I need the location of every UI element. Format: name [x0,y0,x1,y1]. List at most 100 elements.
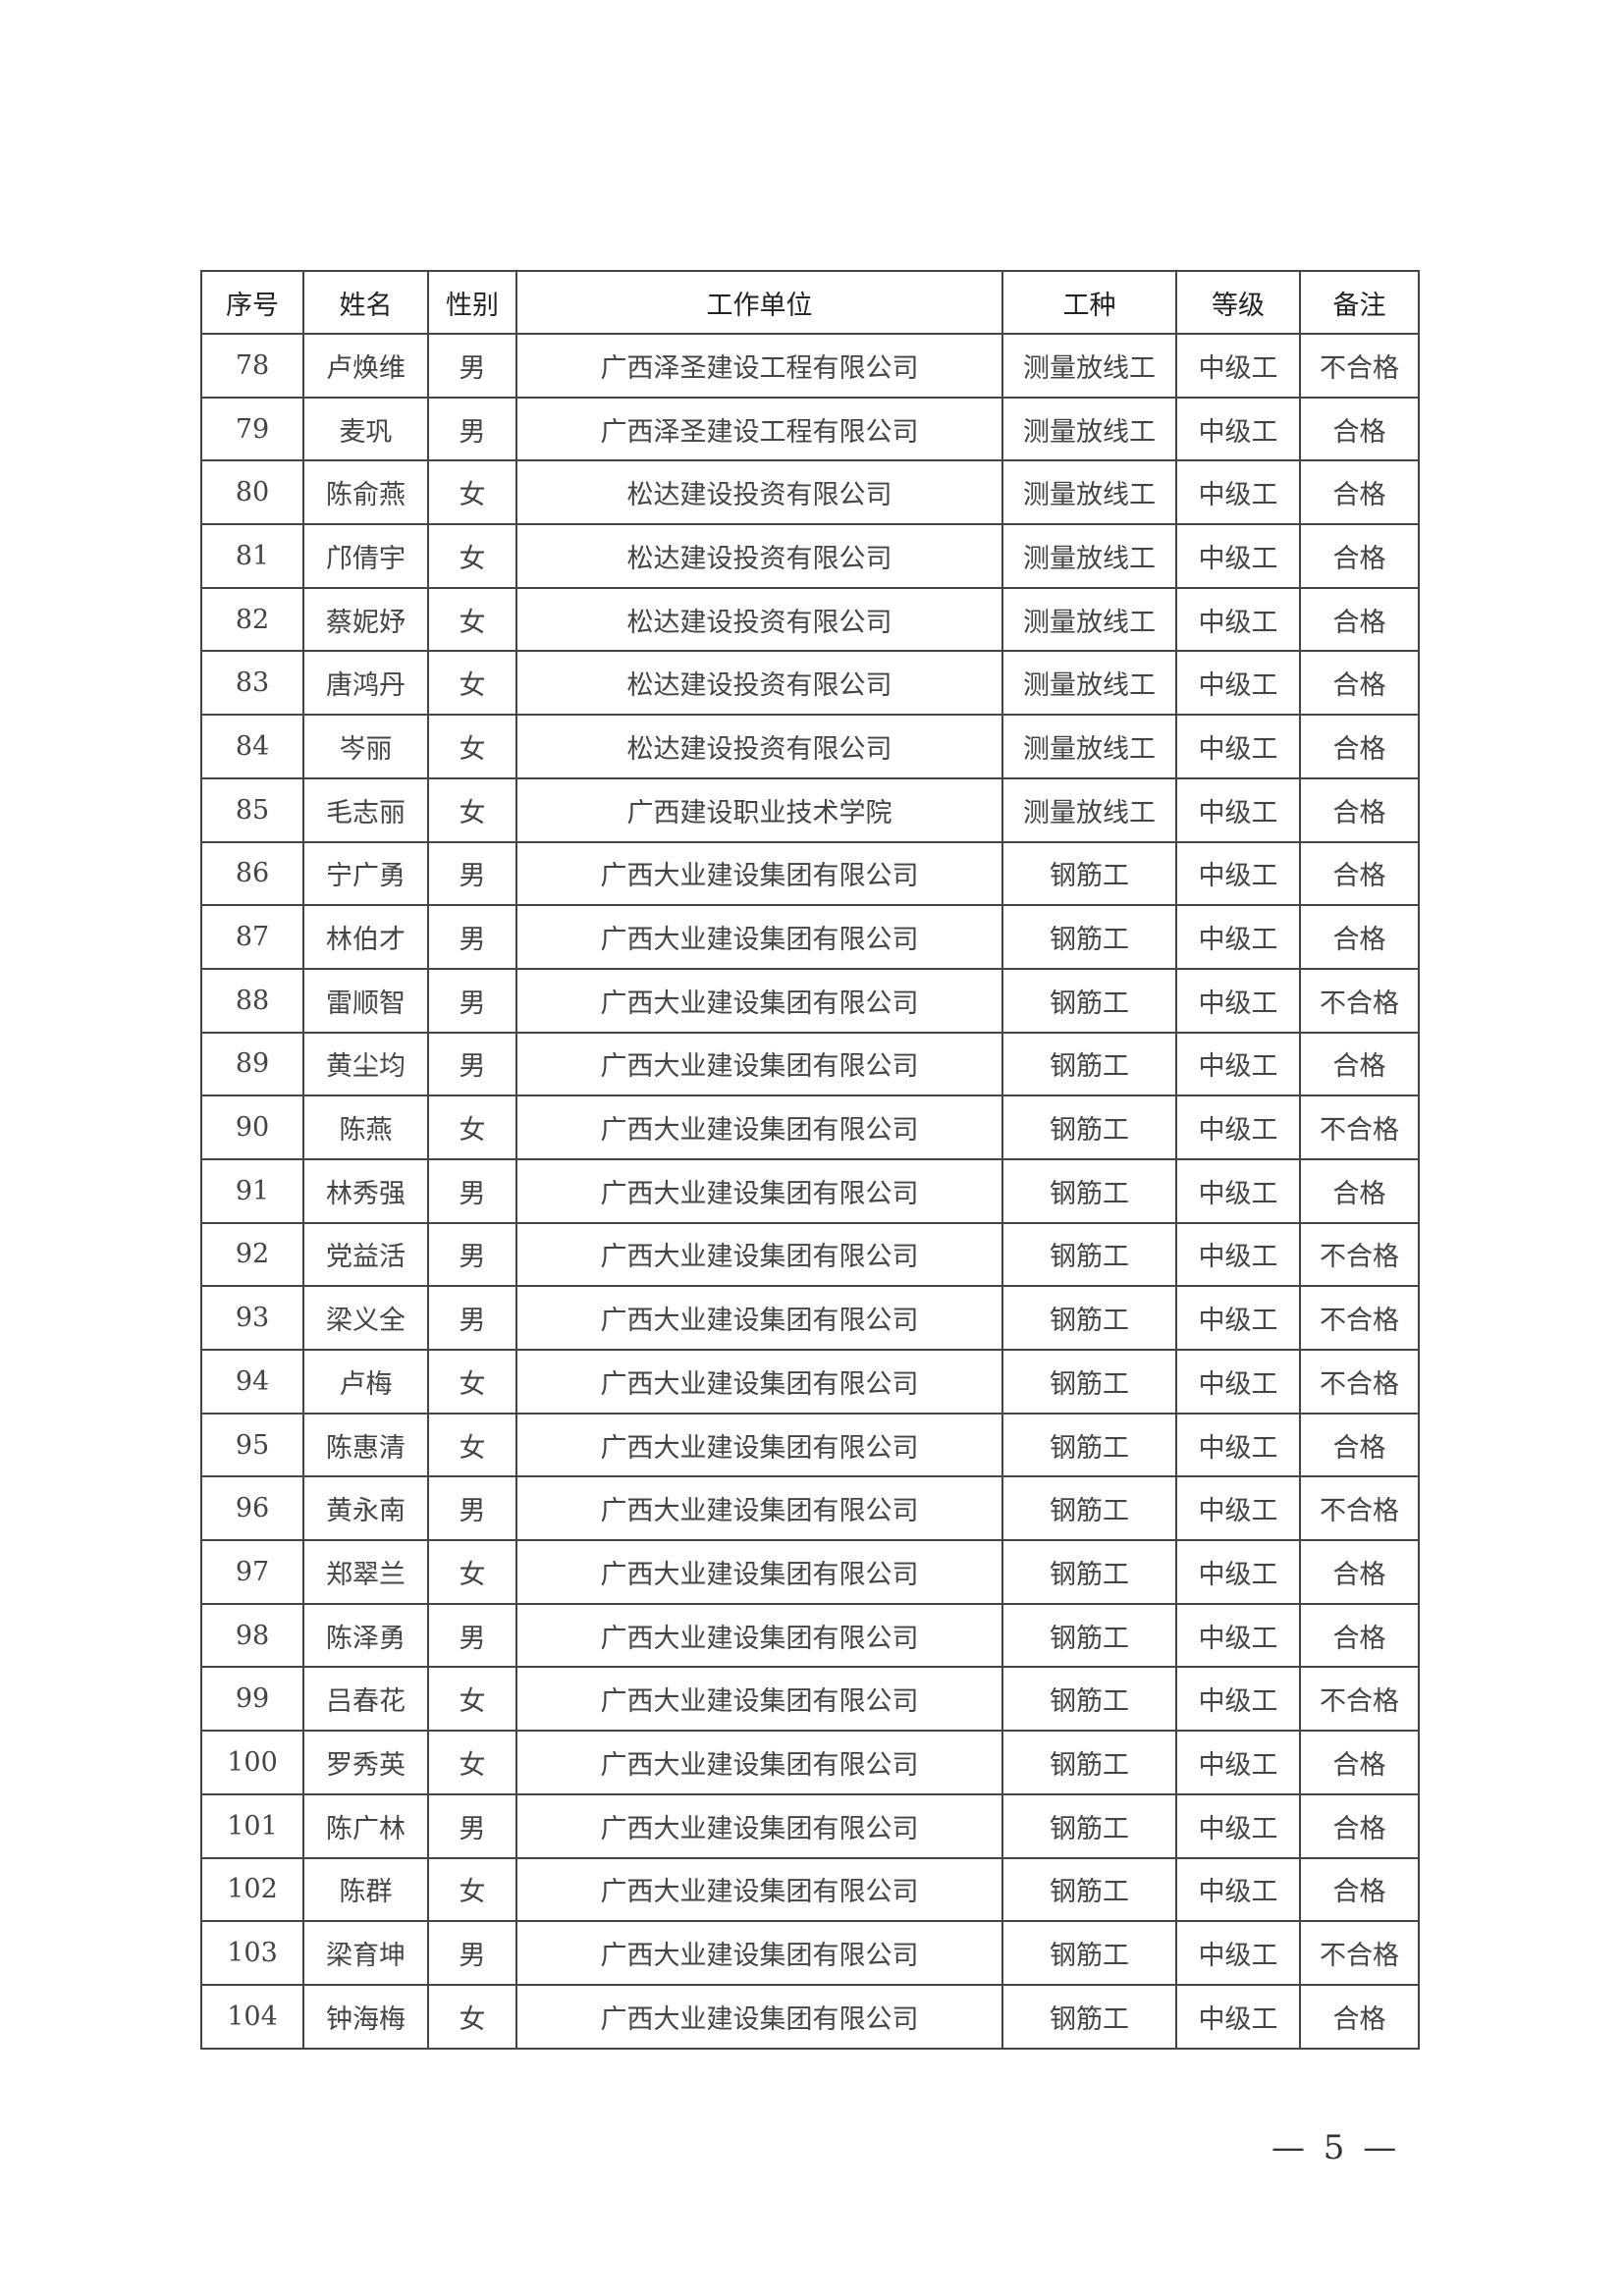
cell-trade: 测量放线工 [1001,586,1177,653]
cell-name: 党益活 [302,1221,429,1288]
cell-gender: 男 [427,1221,517,1288]
cell-index: 86 [200,840,304,907]
cell-name: 陈燕 [302,1095,429,1160]
cell-index: 87 [200,904,304,970]
cell-level: 中级工 [1175,1920,1301,1986]
cell-level: 中级工 [1175,1031,1301,1097]
cell-name: 陈广林 [302,1792,429,1859]
cell-name: 罗秀英 [302,1730,429,1795]
cell-gender: 女 [427,1983,517,2050]
cell-gender: 男 [427,904,517,970]
cell-employer: 广西大业建设集团有限公司 [515,1666,1003,1733]
cell-remark: 合格 [1299,1602,1420,1669]
cell-employer: 广西大业建设集团有限公司 [515,1792,1003,1859]
cell-trade: 钢筋工 [1001,1983,1177,2050]
cell-index: 89 [200,1031,304,1097]
table-row: 79 麦巩男广西泽圣建设工程有限公司 测量放线工 中级工 合格 [200,396,1420,462]
cell-name: 毛志丽 [302,776,429,843]
cell-employer: 松达建设投资有限公司 [515,523,1003,589]
cell-remark: 不合格 [1299,967,1420,1034]
cell-index: 88 [200,967,304,1034]
cell-name: 吕春花 [302,1666,429,1733]
cell-level: 中级工 [1175,1730,1301,1795]
cell-level: 中级工 [1175,586,1301,653]
cell-employer: 广西大业建设集团有限公司 [515,1602,1003,1669]
cell-gender: 女 [427,1539,517,1605]
cell-employer: 广西泽圣建设工程有限公司 [515,396,1003,462]
cell-remark: 不合格 [1299,333,1420,399]
cell-trade: 钢筋工 [1001,1730,1177,1795]
table-row: 99 吕春花女广西大业建设集团有限公司 钢筋工 中级工 不合格 [200,1666,1420,1733]
table-row: 96 黄永南男广西大业建设集团有限公司 钢筋工 中级工 不合格 [200,1475,1420,1542]
cell-name: 雷顺智 [302,967,429,1034]
cell-remark: 不合格 [1299,1475,1420,1542]
cell-trade: 测量放线工 [1001,459,1177,526]
cell-gender: 女 [427,714,517,779]
cell-employer: 广西大业建设集团有限公司 [515,1285,1003,1351]
cell-index: 84 [200,714,304,779]
cell-trade: 测量放线工 [1001,523,1177,589]
cell-index: 95 [200,1412,304,1478]
cell-index: 78 [200,333,304,399]
cell-trade: 钢筋工 [1001,967,1177,1034]
table-body: 78 卢焕维男广西泽圣建设工程有限公司 测量放线工 中级工 不合格 79 麦巩男广西泽圣建设… [200,333,1420,2050]
cell-level: 中级工 [1175,967,1301,1034]
cell-gender: 男 [427,396,517,462]
cell-index: 80 [200,459,304,526]
cell-name: 陈俞燕 [302,459,429,526]
cell-gender: 女 [427,650,517,717]
cell-gender: 女 [427,1095,517,1160]
cell-gender: 男 [427,840,517,907]
cell-index: 102 [200,1856,304,1923]
table-row: 91 林秀强男广西大业建设集团有限公司 钢筋工 中级工 合格 [200,1157,1420,1224]
cell-trade: 钢筋工 [1001,1349,1177,1415]
cell-remark: 合格 [1299,459,1420,526]
header-name: 姓名 [302,270,429,335]
cell-remark: 不合格 [1299,1349,1420,1415]
cell-employer: 广西大业建设集团有限公司 [515,1475,1003,1542]
cell-level: 中级工 [1175,776,1301,843]
cell-name: 唐鸿丹 [302,650,429,717]
cell-index: 104 [200,1983,304,2050]
cell-gender: 女 [427,1856,517,1923]
cell-remark: 不合格 [1299,1920,1420,1986]
cell-employer: 广西大业建设集团有限公司 [515,1920,1003,1986]
cell-employer: 广西建设职业技术学院 [515,776,1003,843]
cell-trade: 钢筋工 [1001,1666,1177,1733]
cell-employer: 广西大业建设集团有限公司 [515,904,1003,970]
cell-employer: 松达建设投资有限公司 [515,586,1003,653]
cell-employer: 广西大业建设集团有限公司 [515,1730,1003,1795]
cell-trade: 钢筋工 [1001,1095,1177,1160]
cell-remark: 合格 [1299,904,1420,970]
cell-level: 中级工 [1175,333,1301,399]
cell-level: 中级工 [1175,650,1301,717]
cell-level: 中级工 [1175,840,1301,907]
cell-remark: 不合格 [1299,1095,1420,1160]
cell-name: 陈泽勇 [302,1602,429,1669]
header-index: 序号 [200,270,304,335]
cell-trade: 钢筋工 [1001,904,1177,970]
cell-name: 梁育坤 [302,1920,429,1986]
table-row: 93 梁义全男广西大业建设集团有限公司 钢筋工 中级工 不合格 [200,1285,1420,1351]
cell-employer: 广西大业建设集团有限公司 [515,1983,1003,2050]
cell-trade: 测量放线工 [1001,714,1177,779]
cell-employer: 松达建设投资有限公司 [515,650,1003,717]
cell-level: 中级工 [1175,1475,1301,1542]
cell-gender: 女 [427,1666,517,1733]
cell-index: 93 [200,1285,304,1351]
cell-remark: 合格 [1299,650,1420,717]
table-row: 103 梁育坤男广西大业建设集团有限公司 钢筋工 中级工 不合格 [200,1920,1420,1986]
cell-employer: 广西大业建设集团有限公司 [515,1031,1003,1097]
cell-trade: 钢筋工 [1001,1412,1177,1478]
table-row: 90 陈燕女广西大业建设集团有限公司 钢筋工 中级工 不合格 [200,1095,1420,1160]
table-row: 87 林伯才男广西大业建设集团有限公司 钢筋工 中级工 合格 [200,904,1420,970]
cell-level: 中级工 [1175,1285,1301,1351]
cell-trade: 钢筋工 [1001,1031,1177,1097]
cell-employer: 广西大业建设集团有限公司 [515,1221,1003,1288]
cell-level: 中级工 [1175,904,1301,970]
cell-trade: 钢筋工 [1001,1475,1177,1542]
cell-trade: 钢筋工 [1001,1856,1177,1923]
cell-level: 中级工 [1175,1602,1301,1669]
cell-level: 中级工 [1175,1666,1301,1733]
cell-employer: 广西大业建设集团有限公司 [515,967,1003,1034]
